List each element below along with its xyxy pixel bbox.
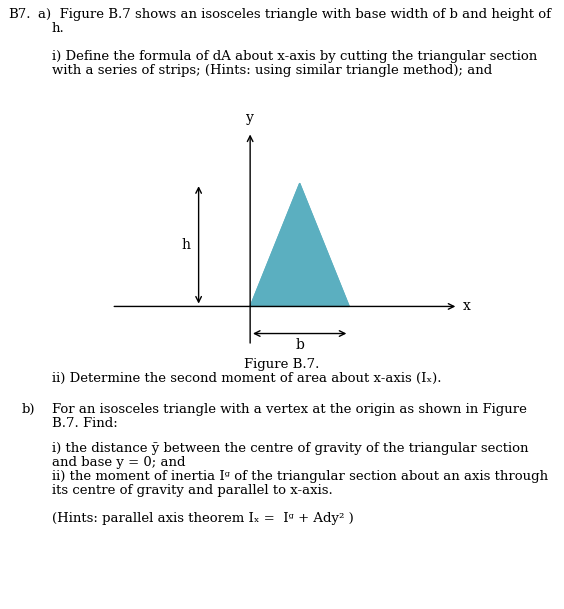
- Text: i) Define the formula of dA about x-axis by cutting the triangular section: i) Define the formula of dA about x-axis…: [52, 50, 537, 63]
- Text: B7.: B7.: [8, 8, 30, 21]
- Text: x: x: [463, 300, 471, 314]
- Text: ii) the moment of inertia Iᵍ of the triangular section about an axis through: ii) the moment of inertia Iᵍ of the tria…: [52, 470, 548, 483]
- Text: Figure B.7.: Figure B.7.: [244, 358, 320, 371]
- Polygon shape: [250, 183, 349, 306]
- Text: and base y = 0; and: and base y = 0; and: [52, 456, 186, 469]
- Text: a)  Figure B.7 shows an isosceles triangle with base width of b and height of: a) Figure B.7 shows an isosceles triangl…: [38, 8, 551, 21]
- Text: (Hints: parallel axis theorem Iₓ =  Iᵍ + Ady² ): (Hints: parallel axis theorem Iₓ = Iᵍ + …: [52, 512, 354, 525]
- Text: B.7. Find:: B.7. Find:: [52, 417, 118, 430]
- Text: ii) Determine the second moment of area about x-axis (Iₓ).: ii) Determine the second moment of area …: [52, 372, 442, 385]
- Text: h.: h.: [52, 22, 65, 35]
- Text: y: y: [246, 111, 254, 125]
- Text: i) the distance ȳ between the centre of gravity of the triangular section: i) the distance ȳ between the centre of …: [52, 442, 528, 455]
- Text: with a series of strips; (Hints: using similar triangle method); and: with a series of strips; (Hints: using s…: [52, 64, 492, 77]
- Text: b: b: [295, 339, 304, 353]
- Text: For an isosceles triangle with a vertex at the origin as shown in Figure: For an isosceles triangle with a vertex …: [52, 403, 527, 416]
- Text: h: h: [182, 238, 191, 252]
- Text: b): b): [22, 403, 36, 416]
- Text: its centre of gravity and parallel to x-axis.: its centre of gravity and parallel to x-…: [52, 484, 333, 497]
